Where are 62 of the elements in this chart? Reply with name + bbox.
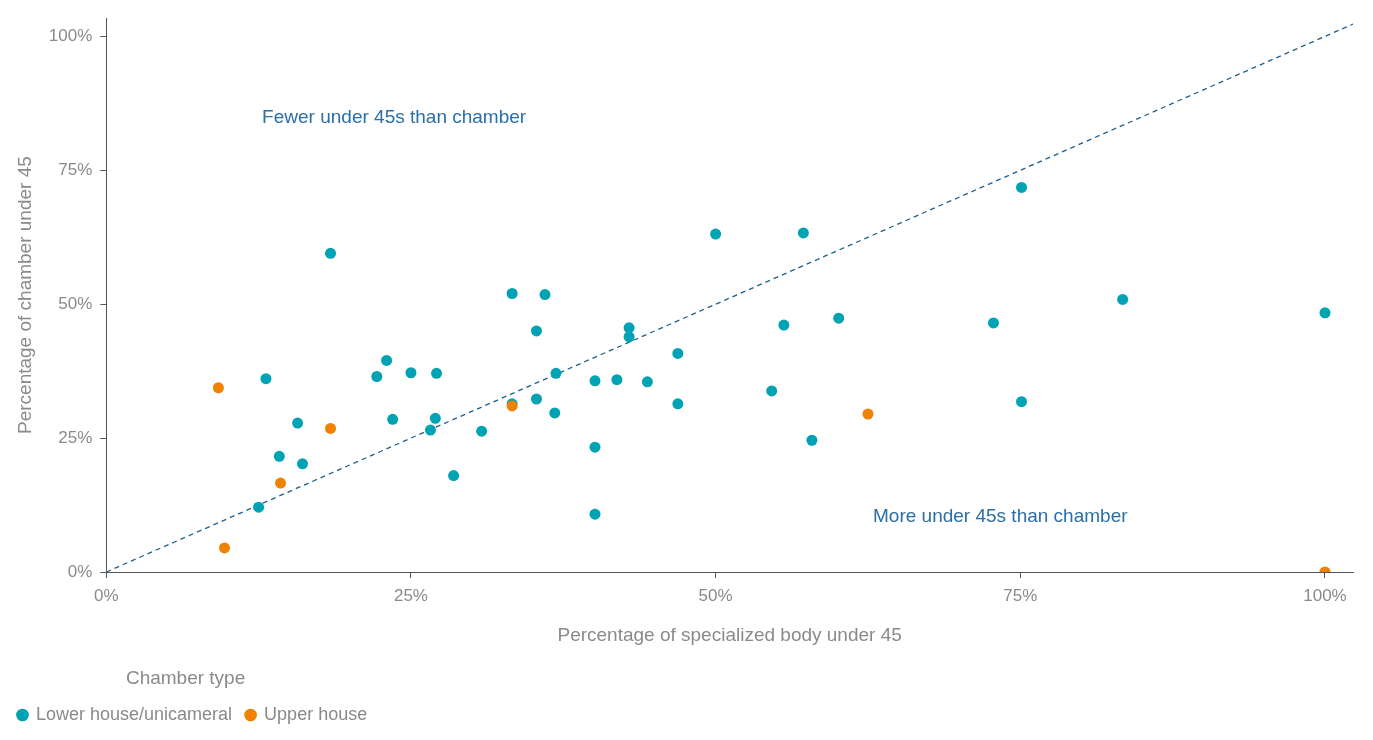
point: [325, 247, 337, 259]
point: [424, 424, 436, 436]
x-axis-title: Percentage of specialized body under 45: [557, 624, 902, 646]
point: [476, 425, 488, 437]
point: [806, 434, 818, 446]
point: [550, 367, 562, 379]
point: [778, 319, 790, 331]
point: [589, 508, 601, 520]
point: [611, 374, 623, 386]
point: [623, 331, 635, 343]
point: [1016, 181, 1028, 193]
point: [1117, 293, 1129, 305]
point: [273, 450, 285, 462]
annotation: More under 45s than chamber: [873, 504, 1129, 526]
y-tick-label: 25%: [58, 427, 93, 447]
point: [549, 407, 561, 419]
point: [833, 312, 845, 324]
point: [766, 385, 778, 397]
point: [987, 317, 999, 329]
point: [296, 458, 308, 470]
point: [212, 382, 224, 394]
y-tick-label: 100%: [48, 26, 93, 46]
point: [431, 367, 443, 379]
point: [371, 371, 383, 383]
point: [1016, 396, 1028, 408]
point: [589, 441, 601, 453]
x-tick-label: 100%: [1303, 585, 1347, 605]
y-axis-title: Percentage of chamber under 45: [13, 156, 35, 434]
x-tick-label: 0%: [93, 585, 119, 605]
point: [641, 376, 653, 388]
y-tick-label: 75%: [58, 160, 93, 179]
point: [253, 501, 265, 513]
x-tick-label: 75%: [1003, 585, 1038, 605]
point: [589, 375, 601, 387]
point: [530, 393, 542, 405]
point: [710, 228, 722, 240]
point: [448, 470, 460, 482]
point: [218, 542, 230, 554]
point: [275, 477, 287, 489]
point: [1319, 307, 1331, 319]
legend-label: Upper house: [264, 703, 368, 724]
point: [797, 227, 809, 239]
point: [292, 417, 304, 429]
point: [539, 289, 551, 301]
point: [260, 373, 272, 385]
point: [381, 354, 393, 366]
point: [429, 412, 441, 424]
x-tick-label: 25%: [393, 585, 428, 605]
point: [862, 408, 874, 420]
point: [387, 413, 399, 425]
point: [506, 287, 518, 299]
point: [325, 422, 337, 434]
legend-label: Lower house/unicameral: [36, 703, 233, 724]
point: [672, 347, 684, 359]
point: [405, 367, 417, 379]
point: [672, 398, 684, 410]
annotation: Fewer under 45s than chamber: [262, 106, 527, 128]
y-tick-label: 50%: [58, 293, 93, 313]
x-tick-label: 50%: [698, 585, 733, 605]
point: [530, 325, 542, 337]
legend-title: Chamber type: [125, 666, 246, 688]
y-tick-label: 0%: [67, 561, 93, 581]
